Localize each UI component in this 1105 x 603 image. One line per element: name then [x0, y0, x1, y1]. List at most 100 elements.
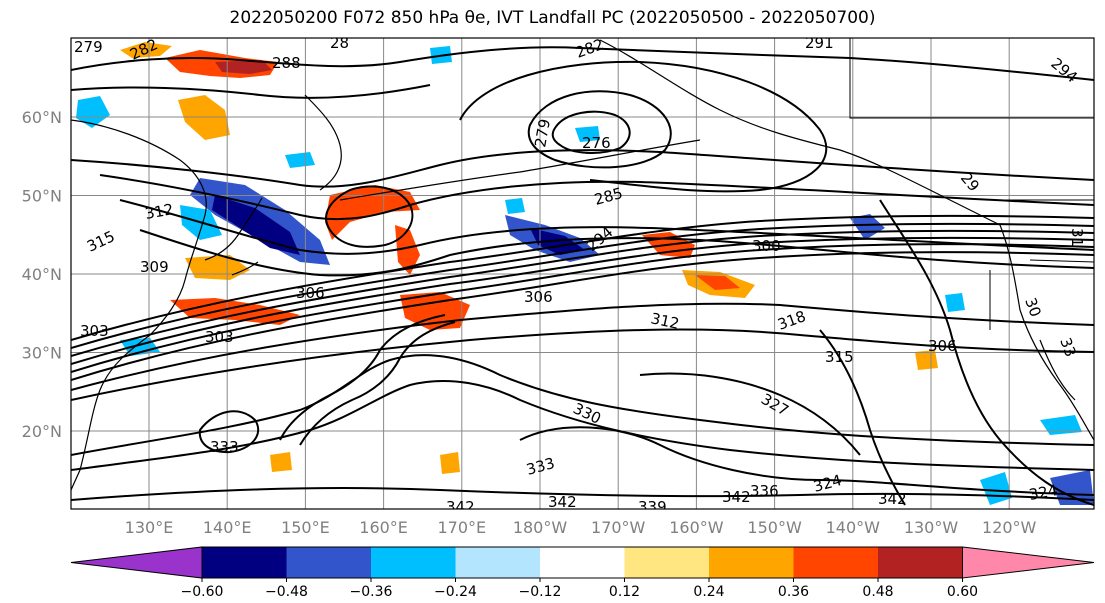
- longitude-tick-label: 180°W: [513, 518, 568, 537]
- contour-label: 303: [205, 328, 234, 346]
- colorbar-tick-label: −0.48: [265, 584, 308, 600]
- latitude-tick-label: 40°N: [22, 265, 62, 284]
- coastlines: [71, 39, 1094, 491]
- contour-label: 28: [330, 34, 349, 52]
- contour-line: [71, 243, 1094, 373]
- longitude-tick-label: 150°W: [747, 518, 802, 537]
- shade-patch: [505, 198, 525, 214]
- contour-line: [71, 251, 1094, 381]
- shade-patch: [440, 452, 460, 474]
- latitude-tick-label: 60°N: [22, 108, 62, 127]
- contour-line: [71, 379, 1094, 471]
- colorbar-tick-label: −0.24: [434, 584, 477, 600]
- contour-label: 291: [805, 34, 834, 52]
- contour-label: 303: [80, 322, 109, 340]
- longitude-tick-label: 140°W: [826, 518, 881, 537]
- contour-label: 279: [74, 38, 103, 56]
- contour-line: [279, 314, 446, 441]
- colorbar-bin: [793, 547, 878, 578]
- contour-label: 306: [524, 288, 553, 306]
- coastline-kamchatka: [304, 94, 342, 191]
- colorbar-tick-label: 0.36: [778, 584, 809, 600]
- longitude-tick-label: 170°W: [591, 518, 646, 537]
- contour-line: [71, 302, 1094, 391]
- colorbar-bin: [540, 547, 625, 578]
- contour-line: [71, 214, 1094, 341]
- contour-label: 336: [750, 482, 779, 500]
- theta-e-contours: [71, 46, 1094, 506]
- contour-line: [198, 410, 260, 454]
- colorbar-bin: [878, 547, 963, 578]
- longitude-tick-label: 150°E: [281, 518, 330, 537]
- colorbar-bin: [202, 547, 287, 578]
- colorbar-tick-label: 0.12: [609, 584, 640, 600]
- contour-label: 30: [1021, 295, 1044, 319]
- shade-patch: [285, 152, 315, 168]
- shade-patch: [212, 195, 300, 255]
- contour-label: 342: [722, 488, 751, 506]
- contour-line: [879, 199, 1094, 506]
- longitude-tick-label: 160°W: [669, 518, 724, 537]
- contour-line: [99, 174, 1094, 221]
- contour-label: 288: [272, 54, 301, 72]
- coastline-japan: [204, 197, 263, 276]
- contour-label: 342: [446, 498, 475, 516]
- coastline-alaska: [599, 39, 1001, 226]
- colorbar-outline: [201, 546, 963, 579]
- colorbar-bin: [70, 546, 203, 579]
- contour-line: [459, 60, 828, 193]
- latitude-tick-labels: 60°N 50°N 40°N 30°N 20°N: [22, 108, 62, 441]
- colorbar-tick-label: 0.24: [693, 584, 724, 600]
- contour-line: [71, 354, 1094, 456]
- contour-label: 31: [1068, 228, 1086, 247]
- contour-line: [71, 236, 1094, 365]
- map-title: 2022050200 F072 850 hPa θe, IVT Landfall…: [229, 8, 876, 28]
- contour-label: 342: [878, 490, 907, 508]
- contour-label: 309: [140, 258, 169, 276]
- longitude-tick-label: 130°W: [904, 518, 959, 537]
- border-line: [1029, 259, 1094, 263]
- contour-line: [527, 90, 672, 169]
- contour-line: [119, 199, 1094, 255]
- longitude-tick-labels: 130°E 140°E 150°E 160°E 170°E 180°W 170°W 160°W…: [125, 518, 1037, 537]
- contour-line: [71, 229, 1094, 357]
- latitude-tick-label: 30°N: [22, 344, 62, 363]
- shade-patch: [945, 293, 965, 312]
- contour-line: [139, 229, 1094, 277]
- shade-patch: [1040, 415, 1082, 435]
- colorbar-bin: [709, 547, 794, 578]
- colorbar-tick-label: 0.60: [947, 584, 978, 600]
- contour-line: [71, 84, 431, 99]
- colorbar: [70, 546, 1095, 579]
- contour-line: [299, 321, 456, 446]
- contour-line: [71, 46, 1094, 81]
- coastline-aleutians: [339, 139, 701, 201]
- shade-patch: [170, 298, 300, 325]
- shade-patch: [915, 350, 938, 370]
- contour-label: 315: [825, 348, 854, 366]
- contour-label: 300: [752, 237, 781, 255]
- longitude-tick-label: 140°E: [203, 518, 252, 537]
- longitude-tick-label: 170°E: [437, 518, 486, 537]
- contour-label: 333: [210, 438, 239, 456]
- colorbar-tick-label: −0.60: [181, 584, 224, 600]
- contour-line: [325, 185, 414, 248]
- shade-patch: [215, 60, 272, 74]
- latitude-tick-label: 50°N: [22, 187, 62, 206]
- latitude-tick-label: 20°N: [22, 422, 62, 441]
- colorbar-tick-label: −0.12: [519, 584, 562, 600]
- contour-label: 276: [582, 134, 611, 152]
- colorbar-bin: [624, 547, 709, 578]
- coastline-north-america: [999, 224, 1094, 441]
- longitude-tick-label: 120°W: [982, 518, 1037, 537]
- colorbar-bin: [455, 547, 540, 578]
- contour-label: 33: [1056, 335, 1079, 359]
- shade-patch: [695, 275, 740, 290]
- contour-line: [519, 426, 1094, 496]
- colorbar-tick-labels: −0.60 −0.48 −0.36 −0.24 −0.12 0.12 0.24 0.36 0.4…: [181, 578, 978, 600]
- contour-label: 342: [548, 493, 577, 511]
- shade-patch: [850, 214, 885, 240]
- shade-patch: [575, 126, 600, 142]
- colorbar-bin: [962, 546, 1095, 579]
